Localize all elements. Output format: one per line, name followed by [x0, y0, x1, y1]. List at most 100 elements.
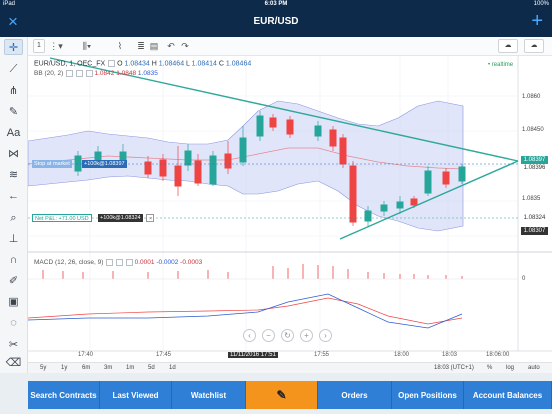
period-1d[interactable]: 1d — [169, 365, 176, 371]
period-3m[interactable]: 3m — [104, 365, 113, 371]
scroll-right-icon[interactable]: › — [319, 329, 332, 342]
lock-icon[interactable]: ▣ — [8, 296, 19, 308]
price-current-tag: 1.08397 — [521, 156, 548, 164]
macd-settings-icon[interactable] — [106, 259, 114, 266]
bb-hide-icon[interactable] — [75, 70, 83, 77]
reset-icon[interactable]: ↻ — [281, 329, 294, 342]
tab-orders[interactable]: Orders — [318, 381, 392, 409]
text-icon[interactable]: Aa — [6, 127, 21, 139]
close-position-icon[interactable]: × — [146, 214, 154, 222]
close-value: 1.08464 — [225, 60, 252, 68]
edit-icon: ✎ — [276, 387, 287, 402]
cloud-download-icon[interactable]: ☁ — [524, 39, 544, 53]
open-value: 1.08434 — [124, 60, 150, 68]
stop-order-tag[interactable]: Stop at market — [32, 160, 72, 168]
period-1m[interactable]: 1m — [126, 365, 135, 371]
bb-settings-icon[interactable] — [66, 70, 74, 77]
redo-icon[interactable]: ↷ — [181, 41, 189, 51]
realtime-indicator: • realtime — [488, 62, 514, 68]
hide-icon[interactable]: ◌ — [10, 317, 17, 329]
measure-icon[interactable]: ⊥ — [8, 233, 19, 245]
period-5y[interactable]: 5y — [40, 365, 47, 371]
price-low-tag: 1.08307 — [521, 227, 548, 235]
interval-dropdown-icon[interactable]: ⋮▾ — [49, 41, 63, 51]
tab-watchlist[interactable]: Watchlist — [172, 381, 246, 409]
pnl-tag[interactable]: Net P&L: +71.00 USD — [32, 214, 92, 222]
scroll-left-icon[interactable]: ‹ — [243, 329, 256, 342]
y-tick: 1.0860 — [522, 94, 541, 100]
save-icon[interactable]: ▤ — [149, 41, 159, 51]
zoom-icon[interactable]: ⌕ — [10, 212, 17, 224]
high-value: 1.08464 — [158, 60, 185, 68]
x-tick: 18:03 — [442, 352, 458, 358]
x-tick: 17:45 — [156, 352, 172, 358]
macd-signal-line — [28, 297, 463, 325]
macd-remove-icon[interactable] — [125, 259, 133, 266]
add-icon[interactable]: + — [531, 10, 543, 32]
macd-hide-icon[interactable] — [115, 259, 123, 266]
interval-select[interactable]: 1 — [33, 39, 45, 53]
arrow-left-icon[interactable]: ← — [8, 190, 19, 202]
pitchfork-icon[interactable]: ⋔ — [8, 85, 19, 97]
status-bar: iPad 6:03 PM 100% — [0, 0, 552, 9]
crosshair-icon[interactable]: ✛ — [4, 39, 23, 55]
period-6m[interactable]: 6m — [82, 365, 91, 371]
percent-toggle[interactable]: % — [487, 365, 493, 371]
trend-line-icon[interactable]: ⟋ — [9, 63, 18, 75]
time-axis: 17:40 17:45 11/11/2016 17:51 17:55 18:00… — [28, 352, 518, 362]
position-tag[interactable]: +100k@1.08324 — [98, 214, 143, 222]
tab-account-balances[interactable]: Account Balances — [464, 381, 552, 409]
legend-toggle-icon[interactable] — [108, 60, 116, 67]
auto-toggle[interactable]: auto — [528, 365, 540, 371]
x-tick: 17:55 — [314, 352, 330, 358]
macd-zero-label: 0 — [522, 276, 526, 282]
compare-icon[interactable]: ≣ — [137, 41, 145, 51]
y-tick: 1.08450 — [522, 127, 544, 133]
candles-icon[interactable]: ⫼▾ — [82, 41, 92, 51]
x-tick: 17:40 — [78, 352, 94, 358]
trend-line-upper[interactable] — [49, 57, 519, 162]
ohlc-legend: EUR/USD, 1, OEC_FX O 1.08434 H 1.08464 L… — [34, 60, 252, 68]
trash-icon[interactable]: ⌫ — [5, 357, 22, 369]
timezone-label[interactable]: 18:03 (UTC+1) — [434, 365, 474, 371]
page-title: EUR/USD — [253, 16, 299, 27]
zoom-out-icon[interactable]: − — [262, 329, 275, 342]
cloud-upload-icon[interactable]: ☁ — [498, 39, 518, 53]
buy-order-tag[interactable]: +100k@1.08397 — [82, 160, 127, 168]
pattern-icon[interactable]: ⋈ — [8, 148, 19, 160]
bollinger-legend: BB (20, 2) 1.0842 1.0848 1.0835 — [34, 70, 158, 78]
price-chart[interactable] — [28, 56, 552, 362]
bollinger-middle — [28, 147, 464, 170]
y-tick: 1.0835 — [522, 196, 541, 202]
period-bar: 5y 1y 6m 3m 1m 5d 1d 18:03 (UTC+1) % log… — [28, 362, 552, 373]
drawing-tools-sidebar: ✛ ⟋ ⋔ ✎ Aa ⋈ ≋ ← ⌕ ⊥ ∩ ✐ ▣ ◌ ✂ ⌫ — [0, 37, 28, 375]
indicators-icon[interactable]: ⌇ — [117, 41, 123, 51]
bottom-tab-bar: Search Contracts Last Viewed Watchlist ✎… — [0, 373, 552, 414]
tab-new-order[interactable]: ✎ — [246, 381, 318, 409]
log-toggle[interactable]: log — [506, 365, 515, 371]
trend-line-lower[interactable] — [339, 160, 519, 240]
brush-icon[interactable]: ✎ — [8, 106, 19, 118]
tab-open-positions[interactable]: Open Positions — [392, 381, 464, 409]
nav-bar: × EUR/USD + — [0, 9, 552, 37]
zoom-in-icon[interactable]: + — [300, 329, 313, 342]
symbol-label: EUR/USD, 1, OEC_FX — [34, 60, 106, 68]
lock-draw-icon[interactable]: ✐ — [8, 275, 19, 287]
chart-toolbar: 1 ⋮▾ ⫼▾ ⌇ ≣ ▤ ↶ ↷ ☁ ☁ — [28, 37, 552, 56]
tab-last-viewed[interactable]: Last Viewed — [100, 381, 172, 409]
battery-label: 100% — [533, 1, 549, 7]
magnet-icon[interactable]: ∩ — [9, 254, 18, 266]
close-icon[interactable]: × — [8, 12, 18, 31]
price-position-tag: 1.08324 — [521, 214, 548, 222]
fib-icon[interactable]: ≋ — [8, 169, 19, 181]
chart-area[interactable]: EUR/USD, 1, OEC_FX O 1.08434 H 1.08464 L… — [28, 56, 552, 358]
undo-icon[interactable]: ↶ — [167, 41, 175, 51]
macd-histogram — [42, 264, 463, 279]
tab-search-contracts[interactable]: Search Contracts — [28, 381, 100, 409]
price-current-tag-2: 1.08396 — [521, 164, 548, 172]
bb-remove-icon[interactable] — [85, 70, 93, 77]
x-tick: 18:06:00 — [486, 352, 510, 358]
period-5d[interactable]: 5d — [148, 365, 155, 371]
period-1y[interactable]: 1y — [61, 365, 68, 371]
tools-icon[interactable]: ✂ — [8, 339, 19, 351]
